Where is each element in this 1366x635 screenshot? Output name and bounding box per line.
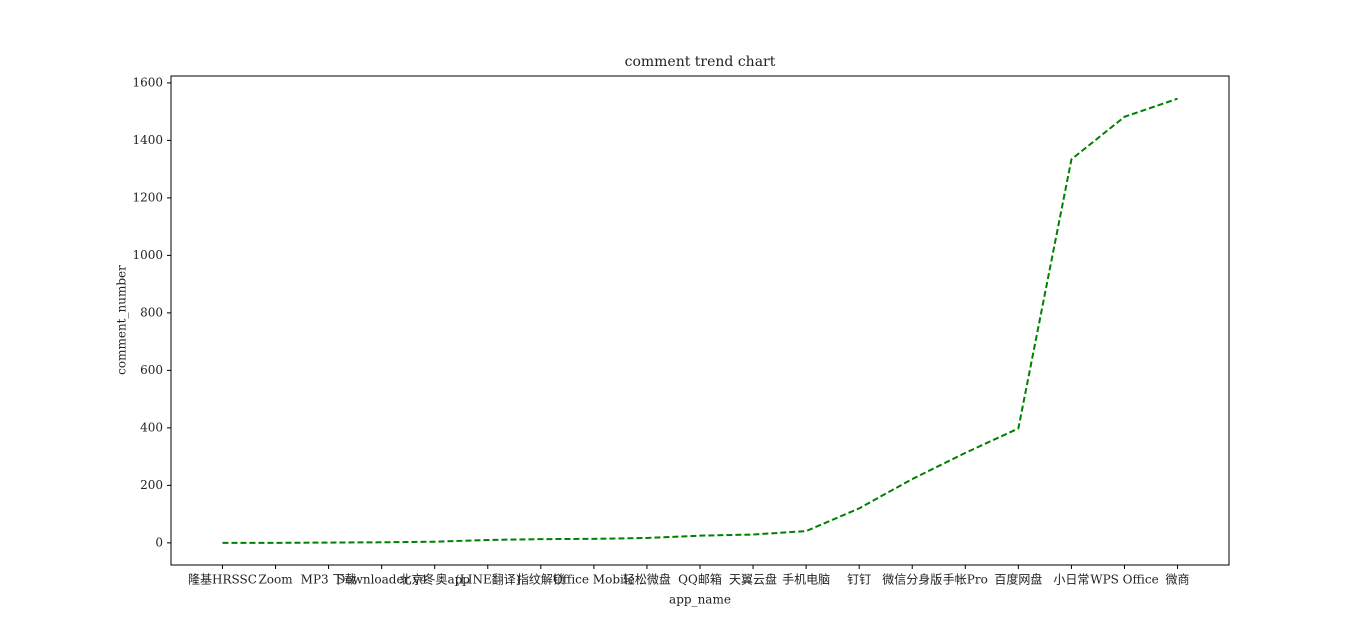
data-line (222, 97, 1178, 544)
x-tick-label: Downloader v4 (336, 573, 428, 587)
x-tick-label: 北京冬奥app (399, 572, 470, 587)
y-axis-label: comment_number (115, 265, 129, 375)
y-tick-label: 400 (140, 420, 163, 434)
x-tick-label: 百度网盘 (994, 572, 1042, 587)
x-tick-label: Zoom (258, 573, 293, 587)
y-tick-label: 800 (140, 305, 163, 319)
x-tick-label: (LINE翻译) (455, 573, 520, 587)
x-tick-label: 指纹解锁 (517, 572, 565, 587)
y-tick-label: 200 (140, 478, 163, 492)
x-tick-label: 微商 (1166, 572, 1190, 587)
x-tick-label: WPS Office (1090, 573, 1158, 587)
x-tick-label: QQ邮箱 (678, 572, 722, 587)
x-tick-label: 手帐Pro (943, 572, 988, 587)
y-tick-label: 1000 (132, 248, 163, 262)
y-tick-label: 1200 (132, 190, 163, 204)
chart-title: comment trend chart (625, 54, 776, 70)
y-tick-label: 1600 (132, 75, 163, 89)
y-tick-label: 0 (155, 535, 163, 549)
x-tick-label: Office Mobile (553, 573, 635, 587)
x-tick-label: 手机电脑 (782, 573, 830, 587)
x-tick-label: 钉钉 (847, 573, 871, 587)
x-tick-label: 轻松微盘 (623, 572, 671, 587)
y-tick-label: 600 (140, 363, 163, 377)
x-tick-label: 天翼云盘 (729, 572, 777, 587)
x-tick-label: 小日常 (1053, 573, 1089, 587)
y-tick-label: 1400 (132, 133, 163, 147)
x-tick-label: MP3 下载 (301, 573, 357, 587)
x-axis-label: app_name (669, 593, 731, 607)
x-tick-label: 隆基HRSSC (188, 572, 257, 587)
plot-frame (170, 75, 1230, 566)
x-tick-label: 微信分身版 (882, 572, 942, 587)
